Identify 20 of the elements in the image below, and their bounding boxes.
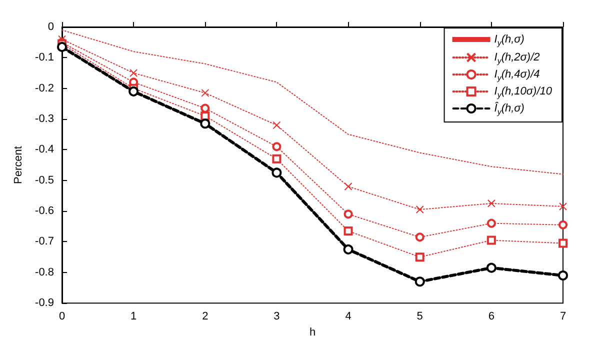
x-tick-label: 0	[58, 310, 66, 323]
x-tick-label: 6	[488, 310, 494, 323]
y-axis-title: Percent	[12, 146, 24, 184]
x-tick-label: 2	[202, 310, 208, 323]
x-tick-label: 1	[130, 310, 137, 323]
x-tick-label: 4	[345, 310, 352, 323]
y-tick-label: -0.9	[35, 297, 54, 310]
y-tick-label: -0.1	[35, 52, 54, 64]
y-tick-label: -0.5	[35, 174, 54, 186]
y-tick-label: -0.4	[35, 144, 54, 156]
y-tick-label: 0	[48, 21, 54, 33]
x-tick-label: 5	[416, 310, 423, 323]
y-tick-label: -0.8	[35, 266, 54, 278]
y-tick-label: -0.2	[35, 82, 54, 94]
x-tick-label: 7	[560, 310, 566, 323]
x-axis-title: h	[309, 326, 316, 338]
y-tick-label: -0.3	[35, 113, 54, 126]
x-tick-label: 3	[274, 310, 280, 323]
y-tick-label: -0.7	[35, 236, 54, 248]
y-tick-label: -0.6	[35, 205, 54, 218]
